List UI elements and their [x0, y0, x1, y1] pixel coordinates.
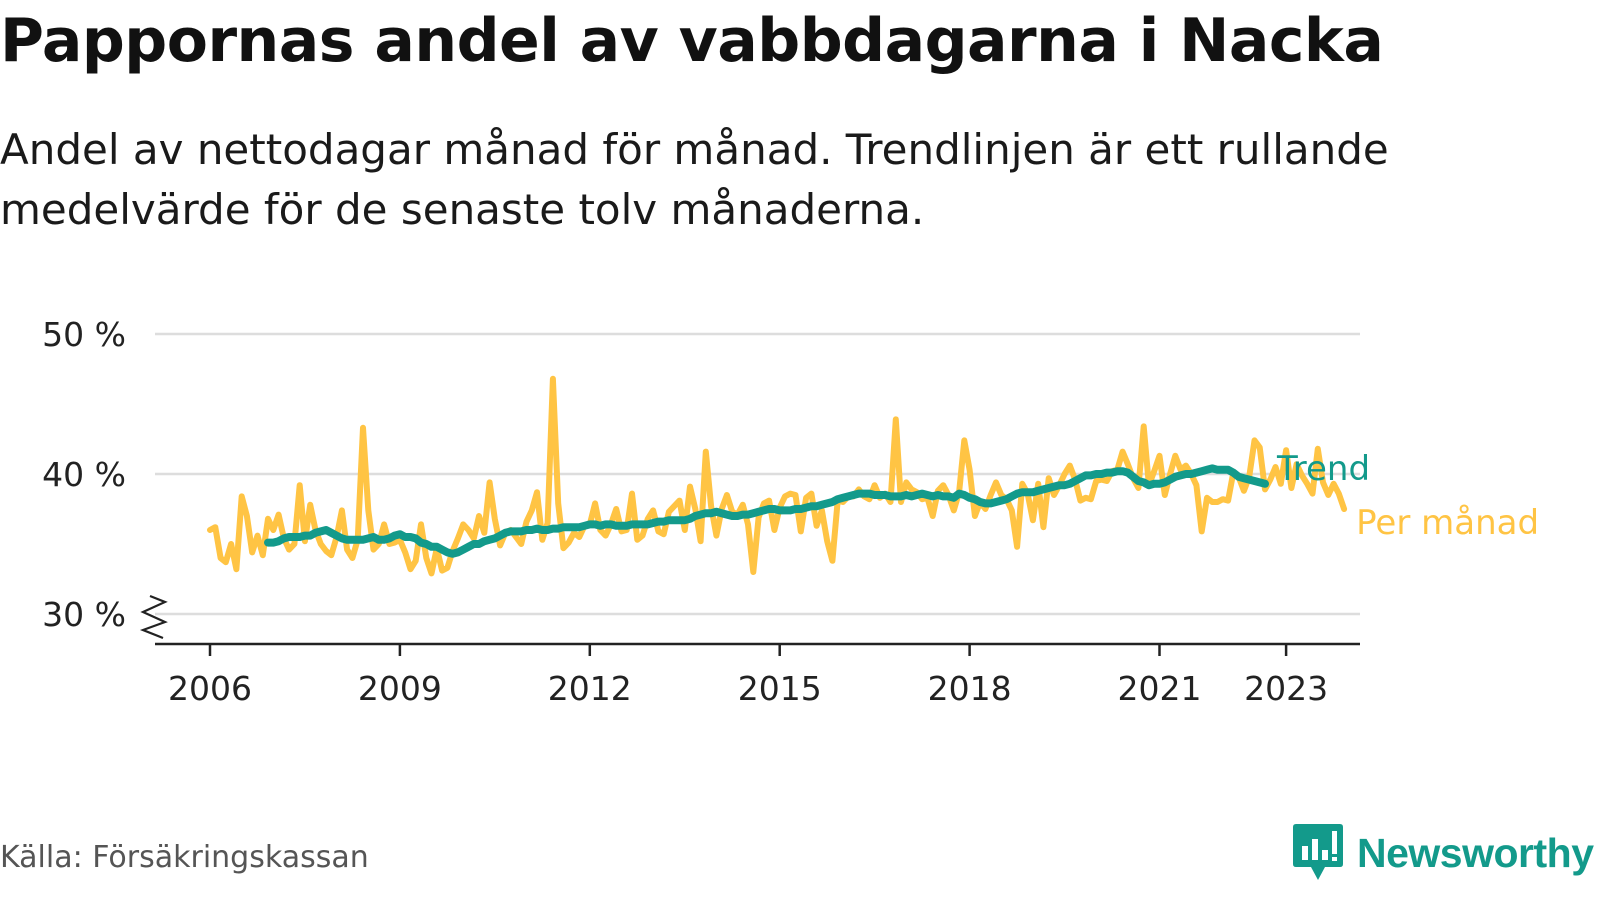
- x-tick-label: 2018: [928, 669, 1012, 708]
- brand-name: Newsworthy: [1357, 829, 1594, 876]
- series-lines: [207, 375, 1348, 577]
- line-chart: 30 % 40 % 50 % 2006 2009 2012 2015 2018 2021 202…: [42, 315, 1539, 708]
- x-tick-label: 2006: [168, 669, 252, 708]
- y-tick-label: 40 %: [42, 455, 126, 494]
- y-tick-label: 30 %: [42, 595, 126, 634]
- y-axis-ticks: 30 % 40 % 50 %: [42, 315, 126, 634]
- bar-chart-speech-bubble-icon: [1293, 824, 1343, 880]
- x-tick-label: 2023: [1244, 669, 1328, 708]
- chart-title: Pappornas andel av vabbdagarna i Nacka: [0, 6, 1384, 76]
- trend-line: [264, 464, 1269, 558]
- x-tick-label: 2012: [548, 669, 632, 708]
- x-tick-label: 2021: [1118, 669, 1202, 708]
- chart-subtitle: Andel av nettodagar månad för månad. Tre…: [0, 125, 1389, 234]
- source-note: Källa: Försäkringskassan: [0, 840, 369, 875]
- zigzag-axis-break: [139, 594, 168, 640]
- monthly-series-label: Per månad: [1356, 503, 1539, 543]
- x-tick-label: 2015: [738, 669, 822, 708]
- series-labels: Per månad Trend: [1276, 449, 1539, 543]
- brand-logo[interactable]: Newsworthy: [1293, 824, 1594, 882]
- x-axis-ticks: 2006 2009 2012 2015 2018 2021 2023: [168, 644, 1328, 708]
- zigzag-axis-break-icon: [139, 594, 168, 640]
- trend-series-label: Trend: [1276, 449, 1370, 489]
- y-tick-label: 50 %: [42, 315, 126, 354]
- x-tick-label: 2009: [358, 669, 442, 708]
- monthly-line: [207, 375, 1348, 577]
